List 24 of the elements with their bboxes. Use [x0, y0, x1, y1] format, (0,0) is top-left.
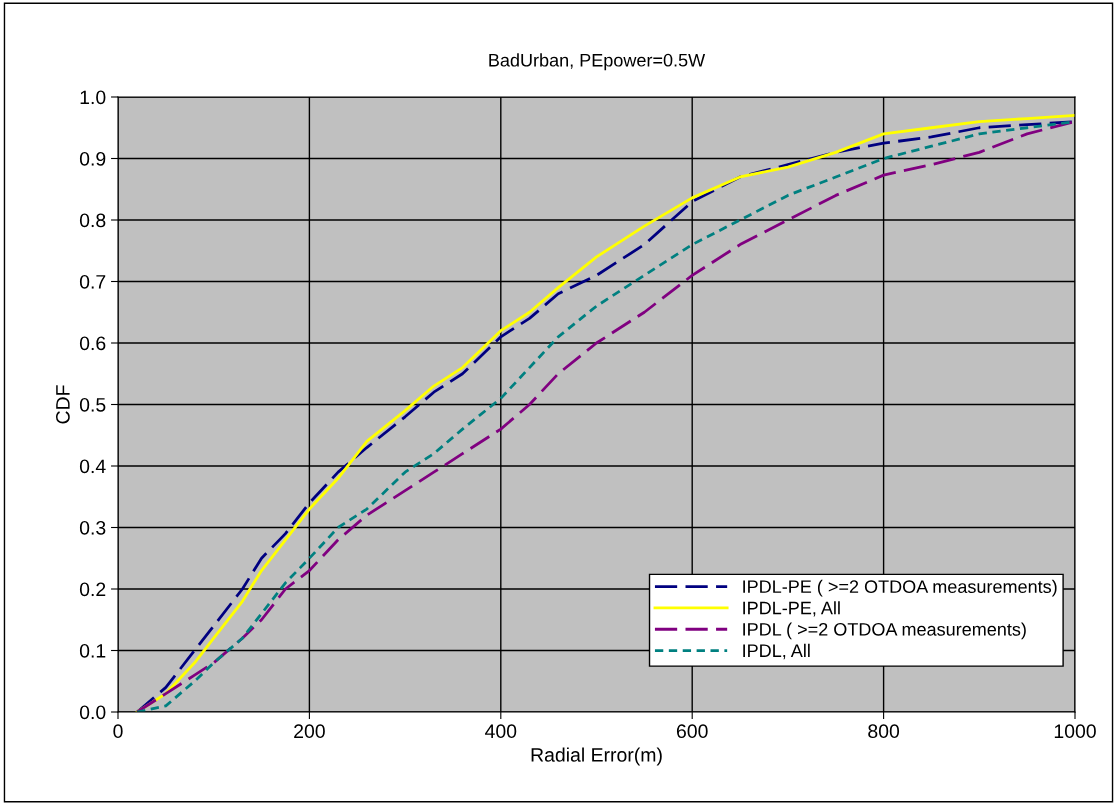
x-axis-title: Radial Error(m)	[531, 747, 662, 766]
legend-label: IPDL, All	[743, 643, 810, 660]
y-tick-label: 0.9	[79, 151, 106, 166]
legend-label: IPDL-PE ( >=2 OTDOA measurements)	[743, 579, 1057, 597]
x-tick-label: 400	[485, 724, 517, 739]
y-tick-label: 0.7	[79, 274, 106, 289]
y-tick-label: 1.0	[80, 90, 106, 105]
y-tick-label: 0.5	[79, 397, 106, 412]
legend-label: IPDL ( >=2 OTDOA measurements)	[743, 622, 1026, 640]
y-tick-label: 0.8	[79, 213, 106, 228]
x-tick-label: 800	[868, 724, 900, 739]
x-tick-label: 1000	[1054, 724, 1096, 739]
y-tick-label: 0.3	[79, 520, 106, 535]
y-tick-label: 0.0	[79, 705, 106, 720]
y-tick-label: 0.4	[79, 459, 106, 474]
y-tick-label: 0.1	[79, 643, 106, 658]
x-tick-label: 0	[113, 724, 123, 739]
chart-title: BadUrban, PEpower=0.5W	[489, 53, 706, 71]
x-tick-label: 200	[294, 724, 325, 739]
y-tick-label: 0.2	[79, 582, 106, 597]
x-tick-label: 600	[676, 724, 708, 739]
legend-label: IPDL-PE, All	[743, 601, 840, 617]
y-axis-title: CDF	[56, 385, 70, 424]
y-tick-label: 0.6	[79, 336, 106, 351]
